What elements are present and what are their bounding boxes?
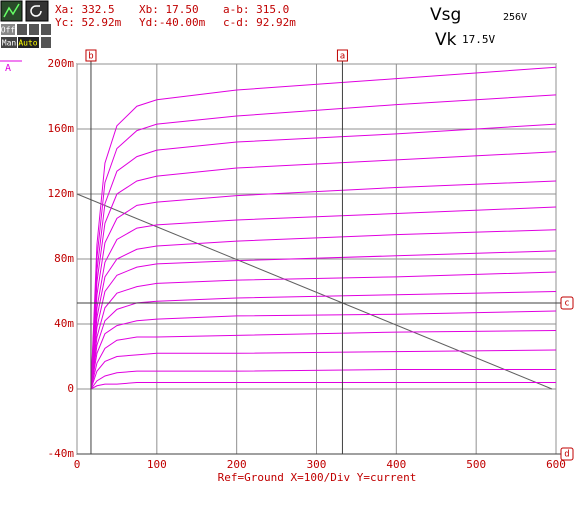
cursor-flag: [85, 49, 97, 62]
note: 256V: [503, 12, 527, 23]
curve: [90, 382, 556, 390]
cursor-flag: [560, 296, 574, 310]
footer: Ref=Ground X=100/Div Y=current: [218, 471, 417, 484]
x-tick-label: 600: [546, 458, 566, 471]
left-button[interactable]: [17, 24, 27, 35]
cursor-flag: [560, 447, 574, 461]
y-tick-label: 80m: [54, 252, 74, 265]
curve: [90, 330, 557, 390]
y-tick-label: 40m: [54, 317, 74, 330]
curve: [90, 349, 557, 390]
step-button[interactable]: [41, 24, 51, 35]
note: Vk: [435, 30, 457, 50]
x-tick-label: 500: [466, 458, 486, 471]
curve: [90, 94, 557, 390]
readout: a-b: 315.0: [223, 3, 289, 16]
note: 17.5V: [462, 33, 495, 46]
x-tick-label: 400: [386, 458, 406, 471]
off-label: Off: [1, 26, 16, 35]
cursor-label: b: [88, 52, 93, 62]
x-tick-label: 300: [307, 458, 327, 471]
right-button[interactable]: [29, 24, 39, 35]
readout: Yc: 52.92m: [55, 16, 122, 29]
curve: [90, 151, 557, 390]
curve: [90, 229, 557, 390]
y-tick-label: 160m: [48, 122, 75, 135]
x-tick-label: 100: [147, 458, 167, 471]
auto-label: Auto: [18, 39, 37, 48]
man-label: Man: [2, 39, 17, 48]
curve: [90, 180, 557, 390]
man-button[interactable]: [1, 37, 17, 48]
off-button[interactable]: [1, 24, 15, 35]
cursor-label: c: [564, 299, 569, 309]
cursor-label: d: [564, 450, 569, 460]
curve: [90, 271, 557, 390]
curve: [90, 310, 557, 390]
reset-button[interactable]: [25, 0, 49, 22]
y-tick-label: 0: [67, 382, 74, 395]
readout: c-d: 92.92m: [223, 16, 296, 29]
y-tick-label: -40m: [48, 447, 75, 460]
reset-icon: [30, 5, 42, 17]
curve: [90, 123, 557, 390]
cursor-label: a: [340, 52, 345, 62]
curve: [90, 369, 556, 390]
curve: [90, 206, 557, 390]
readout: Xa: 332.5: [55, 3, 115, 16]
auto-button[interactable]: [18, 37, 39, 48]
note: Vsg: [430, 5, 461, 25]
x-tick-label: 0: [74, 458, 81, 471]
y-tick-label: 120m: [48, 187, 75, 200]
cursor-flag: [336, 49, 348, 62]
curve: [90, 66, 557, 390]
scope-icon: [3, 3, 20, 18]
curve: [90, 250, 557, 390]
load-line: [76, 193, 553, 390]
x-tick-label: 200: [227, 458, 247, 471]
readout: Yd:-40.00m: [139, 16, 206, 29]
dropdown-button[interactable]: [41, 37, 51, 48]
trace-label: A: [5, 63, 11, 74]
readout: Xb: 17.50: [139, 3, 199, 16]
y-tick-label: 200m: [48, 57, 75, 70]
